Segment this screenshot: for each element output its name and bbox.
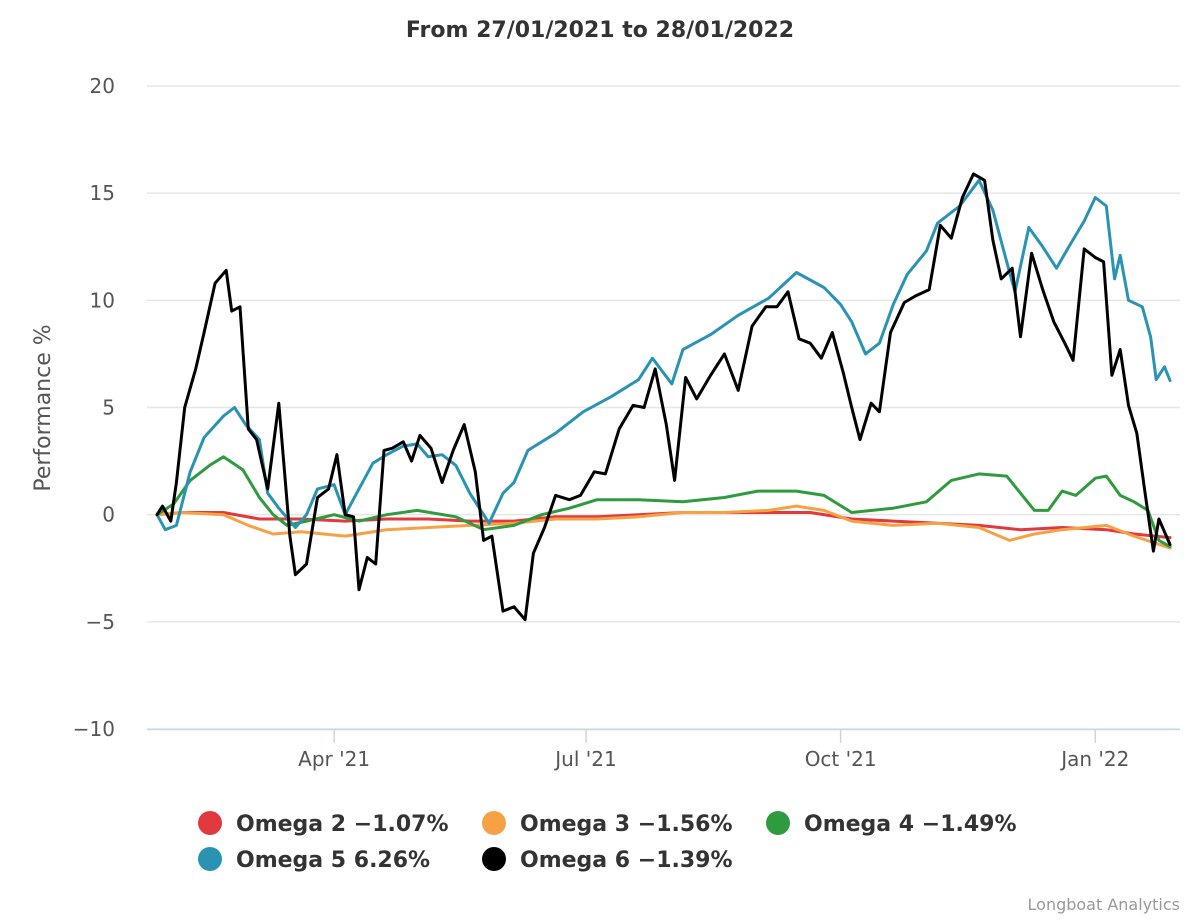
- legend-item-omega-5[interactable]: Omega 5 6.26%: [198, 847, 430, 873]
- legend-label: Omega 6 −1.39%: [520, 848, 733, 873]
- chart-title: From 27/01/2021 to 28/01/2022: [406, 18, 794, 43]
- legend-item-omega-2[interactable]: Omega 2 −1.07%: [198, 811, 449, 837]
- y-tick-label: 5: [102, 396, 115, 420]
- y-tick-label: 10: [90, 288, 115, 312]
- x-tick-label: Oct '21: [805, 747, 877, 771]
- x-tick-label: Jul '21: [553, 747, 616, 771]
- y-tick-label: 20: [90, 74, 115, 98]
- x-tick-label: Apr '21: [298, 747, 370, 771]
- y-tick-label: 0: [102, 503, 115, 527]
- y-tick-label: −5: [86, 610, 115, 634]
- legend-label: Omega 2 −1.07%: [236, 812, 449, 837]
- legend-label: Omega 5 6.26%: [236, 848, 430, 873]
- x-tick-label: Jan '22: [1059, 747, 1129, 771]
- y-tick-label: −10: [73, 717, 115, 741]
- series-line-omega-4[interactable]: [155, 455, 1172, 549]
- legend-marker: [198, 847, 222, 871]
- legend-label: Omega 3 −1.56%: [520, 812, 733, 837]
- series-line-omega-6[interactable]: [155, 172, 1172, 622]
- legend-item-omega-3[interactable]: Omega 3 −1.56%: [482, 811, 733, 837]
- legend: Omega 2 −1.07% Omega 3 −1.56% Omega 4 −1.4…: [198, 811, 1017, 873]
- legend-marker: [482, 847, 506, 871]
- y-axis-title: Performance %: [31, 324, 56, 491]
- legend-item-omega-6[interactable]: Omega 6 −1.39%: [482, 847, 733, 873]
- y-tick-label: 15: [90, 181, 115, 205]
- legend-item-omega-4[interactable]: Omega 4 −1.49%: [766, 811, 1017, 837]
- legend-marker: [198, 811, 222, 835]
- legend-marker: [482, 811, 506, 835]
- legend-marker: [766, 811, 790, 835]
- legend-label: Omega 4 −1.49%: [804, 812, 1017, 837]
- series-line-omega-3[interactable]: [155, 504, 1172, 550]
- x-axis: Apr '21 Jul '21 Oct '21 Jan '22: [147, 728, 1180, 771]
- series-line-omega-5[interactable]: [155, 178, 1172, 532]
- credits[interactable]: Longboat Analytics: [1028, 895, 1180, 914]
- y-axis-ticks: −10 −5 0 5 10 15 20: [73, 74, 115, 741]
- series-lines: [155, 172, 1172, 622]
